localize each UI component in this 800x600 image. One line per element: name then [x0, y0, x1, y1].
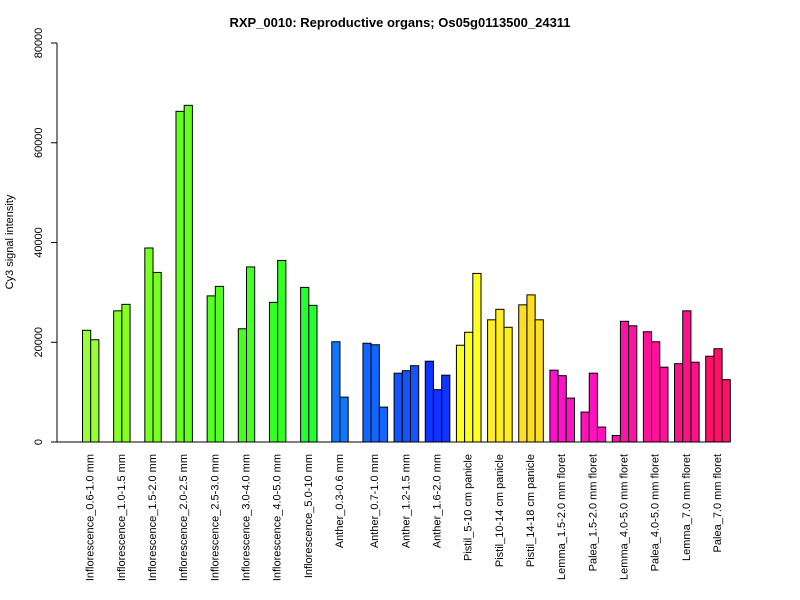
y-tick-label: 40000: [33, 227, 45, 258]
bar: [214, 285, 225, 443]
bar: [362, 342, 372, 443]
category-label: Palea_1.5-2.0 mm floret: [587, 454, 599, 571]
x-axis-labels: Inflorescence_0.6-1.0 mm Inflorescence_1.…: [85, 454, 724, 581]
bar: [410, 365, 420, 443]
bar: [495, 308, 505, 443]
bar: [628, 325, 638, 443]
category-label: Lemma_7.0 mm floret: [681, 454, 693, 561]
bars: [82, 104, 731, 443]
category-label: Anther_1.6-2.0 mm: [432, 454, 444, 548]
bar: [659, 366, 669, 443]
category-label: Inflorescence_2.5-3.0 mm: [209, 454, 221, 581]
bar: [268, 301, 279, 443]
bar: [144, 247, 154, 443]
bar: [690, 361, 700, 443]
bar: [674, 363, 684, 443]
bar: [300, 286, 310, 443]
bar: [455, 344, 466, 443]
category-label: Inflorescence_1.0-1.5 mm: [116, 454, 128, 581]
bar: [588, 372, 598, 443]
y-tick-label: 60000: [33, 127, 45, 158]
category-label: Anther_0.7-1.0 mm: [369, 454, 381, 548]
bar: [152, 271, 162, 443]
y-tick-label: 80000: [33, 28, 45, 59]
category-label: Anther_0.3-0.6 mm: [334, 454, 346, 548]
bar: [705, 355, 715, 443]
bar: [721, 379, 731, 443]
bar: [206, 295, 216, 443]
bar: [580, 411, 590, 443]
bar: [557, 375, 567, 443]
chart-title: RXP_0010: Reproductive organs; Os05g0113…: [229, 15, 570, 30]
bar: [339, 396, 349, 443]
bar: [378, 406, 389, 443]
bar: [277, 259, 287, 443]
bar: [401, 370, 411, 443]
bar: [424, 360, 434, 443]
bar: [565, 397, 575, 443]
bar: [619, 320, 630, 443]
bar: [82, 329, 92, 443]
bar: [308, 304, 318, 443]
category-label: Pistil_10-14 cm panicle: [494, 454, 506, 567]
category-label: Palea_4.0-5.0 mm floret: [650, 454, 662, 571]
category-label: Lemma_1.5-2.0 mm floret: [556, 454, 568, 580]
bar: [651, 341, 661, 443]
bar: [441, 374, 451, 443]
bar: [487, 319, 497, 443]
category-label: Inflorescence_4.0-5.0 mm: [272, 454, 284, 581]
category-label: Inflorescence_2.0-2.5 mm: [178, 454, 190, 581]
category-label: Pistil_5-10 cm panicle: [463, 454, 475, 561]
bar: [503, 326, 513, 443]
bar: [432, 389, 443, 443]
bar: [472, 272, 482, 443]
bar: [549, 369, 559, 443]
bar: [526, 294, 536, 443]
bar: [331, 341, 341, 443]
category-label: Inflorescence_1.5-2.0 mm: [147, 454, 159, 581]
bar: [175, 110, 185, 443]
bar: [113, 310, 123, 443]
bar: [393, 372, 403, 443]
bar: [682, 310, 692, 443]
bar: [611, 435, 621, 443]
y-tick-label: 20000: [33, 327, 45, 358]
bar: [370, 344, 380, 443]
bar: [596, 426, 607, 443]
bar: [518, 304, 528, 443]
bar: [183, 104, 193, 443]
bar: [642, 331, 653, 443]
category-label: Pistil_14-18 cm panicle: [525, 454, 537, 567]
bar: [90, 339, 100, 443]
category-label: Inflorescence_3.0-4.0 mm: [241, 454, 253, 581]
bar: [713, 348, 723, 443]
category-label: Lemma_4.0-5.0 mm floret: [619, 454, 631, 580]
bar: [246, 266, 256, 443]
bar: [534, 319, 544, 443]
bar: [121, 303, 131, 443]
category-label: Inflorescence_5.0-10 mm: [303, 454, 315, 578]
y-axis-label: Cy3 signal intensity: [4, 194, 16, 289]
bar: [464, 331, 474, 443]
y-tick-label: 0: [33, 439, 45, 445]
bar: [237, 328, 248, 443]
category-label: Anther_1.2-1.5 mm: [400, 454, 412, 548]
category-label: Palea_7.0 mm floret: [712, 454, 724, 552]
category-label: Inflorescence_0.6-1.0 mm: [85, 454, 97, 581]
